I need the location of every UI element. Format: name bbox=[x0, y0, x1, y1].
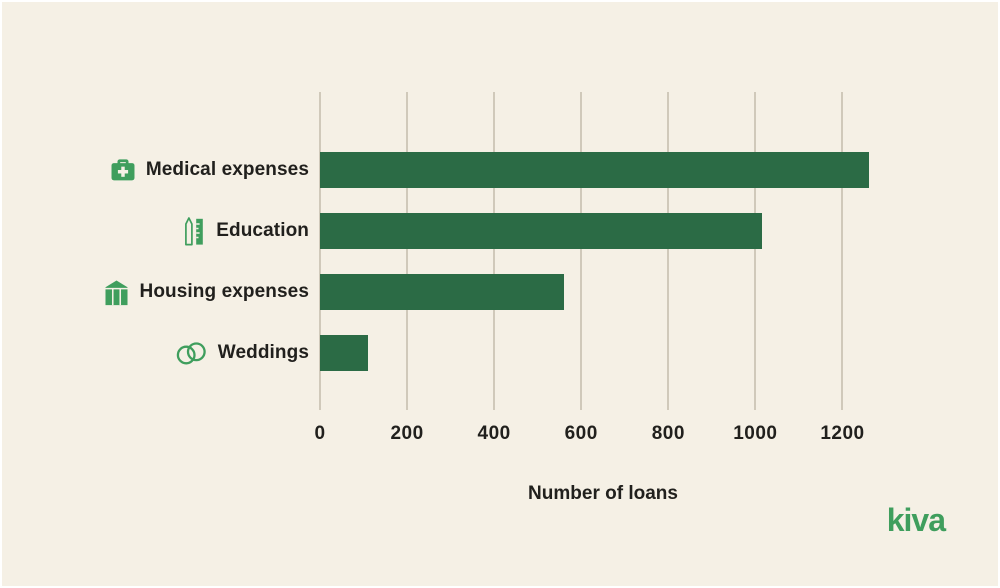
wedding-rings-icon bbox=[175, 341, 208, 366]
category-label: Housing expenses bbox=[139, 281, 309, 302]
x-tick-label: 800 bbox=[651, 423, 685, 444]
x-tick-label: 400 bbox=[477, 423, 511, 444]
category-row-weddings: Weddings bbox=[2, 335, 309, 371]
category-label: Education bbox=[216, 220, 309, 241]
gridline bbox=[493, 92, 496, 410]
x-tick-label: 1200 bbox=[820, 423, 865, 444]
bar-housing-expenses bbox=[320, 274, 564, 310]
x-tick-label: 200 bbox=[390, 423, 424, 444]
category-row-education: Education bbox=[2, 213, 309, 249]
x-axis-title: Number of loans bbox=[528, 483, 678, 504]
x-tick-label: 600 bbox=[564, 423, 598, 444]
house-icon bbox=[103, 279, 130, 306]
bar-weddings bbox=[320, 335, 368, 371]
bar-education bbox=[320, 213, 762, 249]
gridline bbox=[667, 92, 670, 410]
category-label: Weddings bbox=[217, 342, 309, 363]
kiva-logo: kiva bbox=[886, 502, 946, 538]
category-row-medical-expenses: Medical expenses bbox=[2, 152, 309, 188]
gridline bbox=[841, 92, 844, 410]
chart-plot-area bbox=[319, 92, 886, 410]
gridline bbox=[754, 92, 757, 410]
gridline bbox=[406, 92, 409, 410]
x-tick-label: 1000 bbox=[733, 423, 778, 444]
bar-medical-expenses bbox=[320, 152, 869, 188]
category-row-housing-expenses: Housing expenses bbox=[2, 274, 309, 310]
category-label: Medical expenses bbox=[145, 159, 309, 180]
pencil-and-ruler-icon bbox=[182, 216, 206, 247]
x-axis-ticks: 0 200 400 600 800 1000 1200 bbox=[314, 423, 886, 447]
gridline bbox=[319, 92, 321, 410]
gridline bbox=[580, 92, 583, 410]
x-tick-label: 0 bbox=[314, 423, 326, 444]
first-aid-kit-icon bbox=[110, 158, 136, 182]
category-labels: Medical expenses Education Housing expen… bbox=[2, 92, 309, 410]
